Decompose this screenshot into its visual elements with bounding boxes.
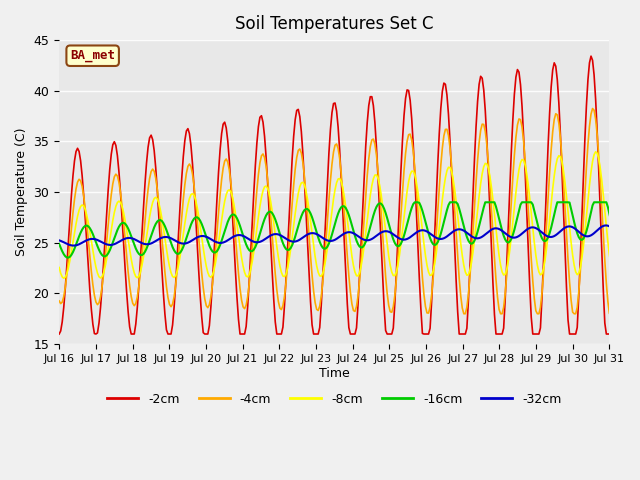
-32cm	[95, 238, 103, 243]
-8cm	[95, 274, 103, 280]
-2cm	[55, 331, 63, 337]
-32cm	[77, 240, 84, 246]
Title: Soil Temperatures Set C: Soil Temperatures Set C	[235, 15, 433, 33]
-2cm	[474, 98, 481, 104]
-16cm	[95, 247, 103, 252]
-2cm	[624, 47, 632, 52]
-4cm	[476, 140, 483, 145]
-32cm	[563, 224, 570, 230]
-2cm	[76, 148, 83, 154]
Legend: -2cm, -4cm, -8cm, -16cm, -32cm: -2cm, -4cm, -8cm, -16cm, -32cm	[102, 388, 566, 411]
-32cm	[359, 236, 367, 242]
Text: BA_met: BA_met	[70, 49, 115, 62]
-4cm	[93, 302, 101, 308]
-8cm	[77, 204, 84, 209]
-8cm	[628, 145, 636, 151]
-8cm	[60, 276, 68, 281]
-32cm	[476, 235, 483, 241]
-32cm	[69, 243, 77, 249]
-16cm	[65, 255, 72, 261]
-16cm	[564, 199, 572, 205]
-32cm	[639, 222, 640, 228]
-8cm	[55, 264, 63, 270]
-4cm	[563, 231, 570, 237]
-4cm	[357, 259, 365, 264]
-16cm	[359, 244, 367, 250]
-4cm	[55, 298, 63, 304]
Line: -2cm: -2cm	[59, 49, 640, 334]
-8cm	[359, 254, 367, 260]
-16cm	[411, 199, 419, 205]
-2cm	[639, 331, 640, 337]
-32cm	[55, 238, 63, 243]
-4cm	[625, 100, 633, 106]
-8cm	[476, 193, 483, 199]
-4cm	[76, 176, 83, 182]
-4cm	[460, 311, 468, 317]
-8cm	[563, 193, 570, 199]
-2cm	[93, 330, 101, 336]
-16cm	[55, 241, 63, 247]
-16cm	[477, 216, 484, 222]
-16cm	[77, 230, 84, 236]
-2cm	[357, 240, 365, 245]
Line: -4cm: -4cm	[59, 103, 640, 314]
Y-axis label: Soil Temperature (C): Soil Temperature (C)	[15, 128, 28, 256]
-2cm	[561, 246, 569, 252]
Line: -16cm: -16cm	[59, 202, 640, 258]
X-axis label: Time: Time	[319, 367, 349, 380]
Line: -8cm: -8cm	[59, 148, 640, 278]
Line: -32cm: -32cm	[59, 225, 640, 246]
